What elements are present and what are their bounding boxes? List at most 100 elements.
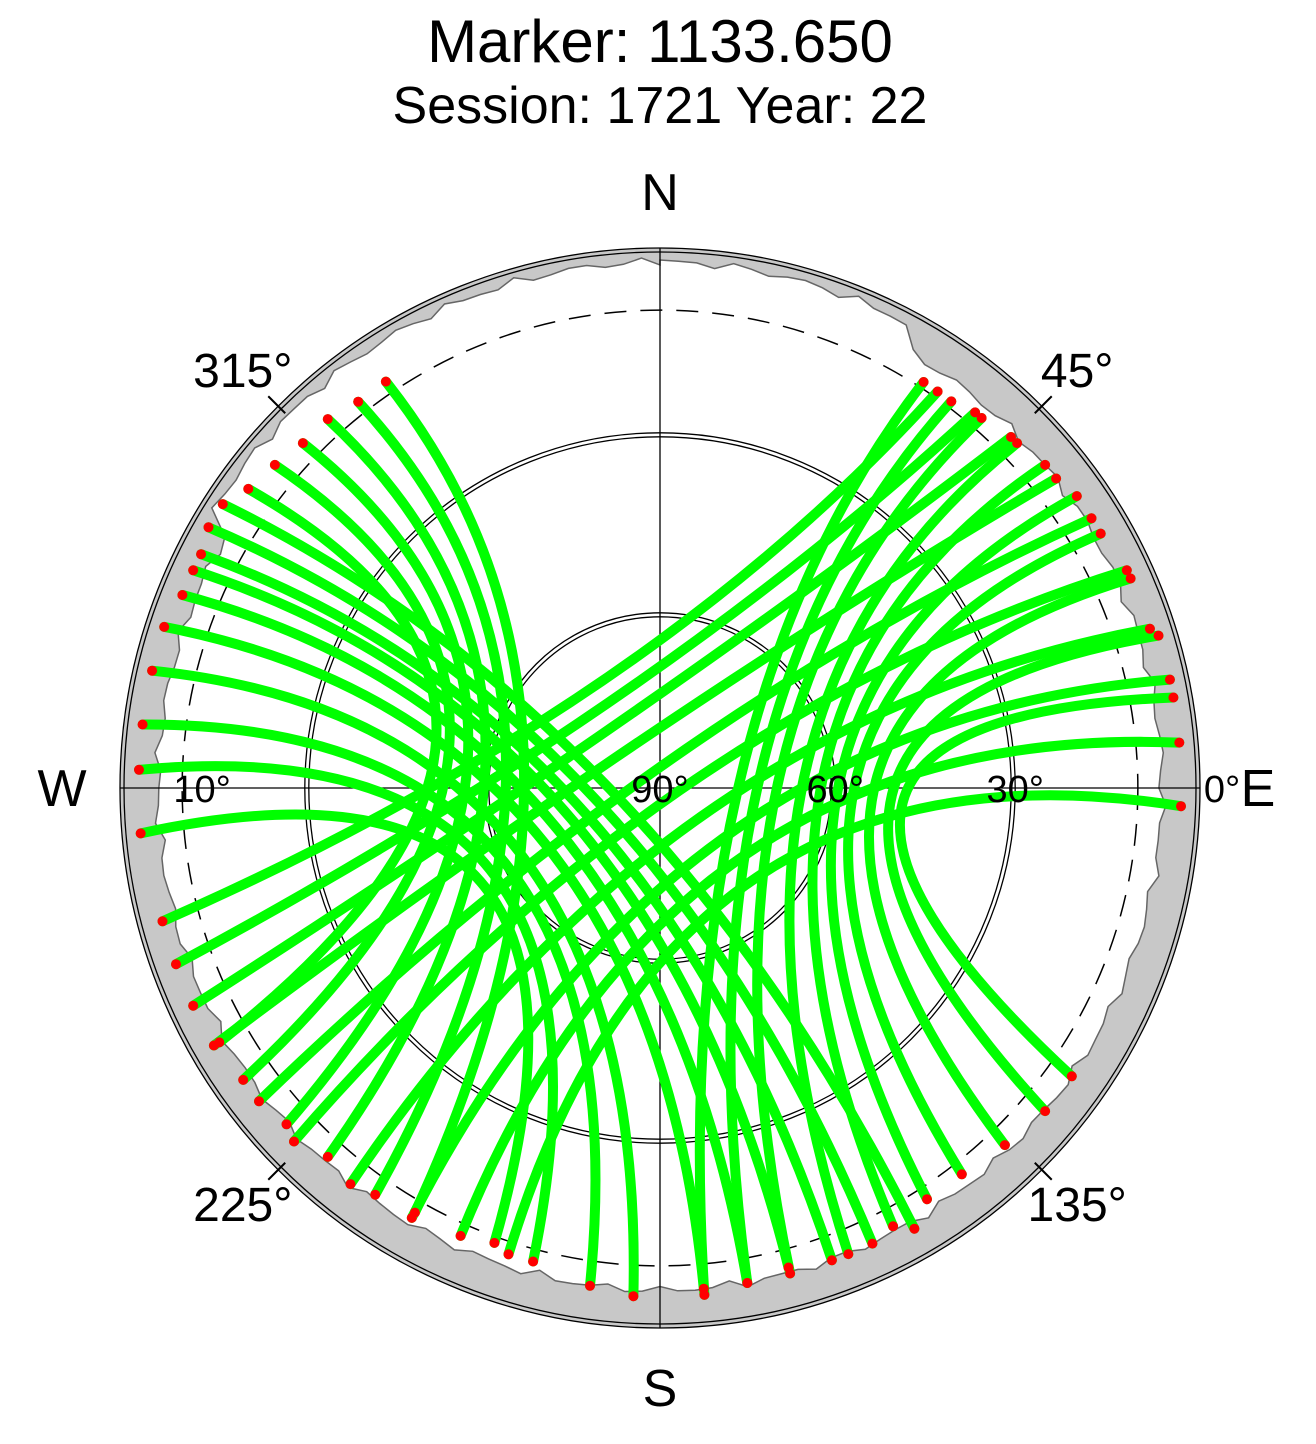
- track-end-13: [281, 1119, 292, 1130]
- track-start-0: [217, 499, 228, 510]
- track-start-4: [177, 590, 188, 600]
- track-end-8: [528, 1256, 539, 1267]
- track-34: [455, 736, 1185, 1241]
- track-start-23: [1125, 573, 1136, 584]
- track-start-2: [196, 549, 207, 560]
- track-35: [503, 790, 1186, 1260]
- track-16: [694, 377, 929, 1300]
- track-start-5: [159, 621, 170, 632]
- track-end-29: [208, 1040, 219, 1051]
- track-start-3: [188, 565, 199, 576]
- track-25: [894, 692, 1179, 1082]
- track-end-33: [406, 1212, 417, 1223]
- track-32: [345, 623, 1155, 1190]
- track-end-27: [171, 959, 181, 970]
- azimuth-label-135: 135°: [1028, 1179, 1127, 1232]
- track-33: [406, 674, 1175, 1223]
- track-start-8: [134, 764, 144, 775]
- track-24: [883, 630, 1164, 1117]
- elevation-label-90: 90°: [631, 769, 688, 811]
- track-end-21: [922, 1194, 932, 1205]
- azimuth-label-315: 315°: [193, 345, 292, 398]
- track-5: [159, 621, 709, 1294]
- track-end-17: [742, 1278, 753, 1288]
- track-end-23: [999, 1140, 1010, 1151]
- track-18: [752, 413, 987, 1279]
- track-start-9: [135, 828, 146, 839]
- track-22: [843, 528, 1106, 1180]
- track-15: [214, 483, 442, 1048]
- track-start-19: [1012, 438, 1023, 449]
- track-end-35: [503, 1249, 514, 1260]
- track-end-32: [345, 1179, 356, 1190]
- track-start-18: [976, 413, 987, 423]
- track-start-15: [243, 483, 254, 494]
- track-0: [217, 499, 920, 1234]
- track-8: [134, 761, 558, 1267]
- track-end-25: [1066, 1071, 1077, 1082]
- track-end-11: [370, 1189, 381, 1200]
- track-start-32: [1144, 623, 1155, 634]
- track-end-6: [628, 1291, 639, 1302]
- azimuth-tick-225: [267, 1162, 286, 1181]
- elevation-label-0: 0°: [1204, 769, 1240, 811]
- track-end-18: [785, 1268, 796, 1279]
- track-end-24: [1040, 1106, 1051, 1117]
- chart-title: Marker: 1133.650: [427, 8, 893, 75]
- track-end-12: [322, 1151, 333, 1162]
- track-start-29: [1051, 473, 1062, 484]
- azimuth-tick-315: [267, 395, 286, 414]
- track-end-20: [888, 1221, 899, 1232]
- track-end-7: [585, 1280, 595, 1291]
- azimuth-label-225: 225°: [193, 1179, 292, 1232]
- track-26: [157, 386, 943, 927]
- track-end-1: [867, 1238, 878, 1249]
- track-4: [177, 590, 753, 1288]
- track-end-22: [956, 1169, 967, 1180]
- track-start-22: [1095, 528, 1106, 539]
- elevation-label-60: 60°: [806, 769, 863, 811]
- track-start-35: [1176, 801, 1186, 812]
- track-start-31: [1121, 565, 1132, 576]
- track-end-30: [254, 1096, 264, 1107]
- track-start-14: [269, 459, 280, 470]
- track-end-14: [238, 1074, 249, 1085]
- track-end-2: [826, 1255, 837, 1266]
- track-start-26: [932, 386, 943, 397]
- track-start-13: [297, 438, 308, 449]
- track-start-16: [918, 377, 929, 387]
- elevation-label-30: 30°: [986, 769, 1043, 811]
- track-start-33: [1164, 674, 1175, 685]
- track-2: [196, 549, 837, 1266]
- track-27: [171, 407, 981, 970]
- track-start-12: [322, 414, 333, 425]
- track-start-7: [137, 719, 148, 730]
- track-3: [188, 565, 794, 1273]
- track-start-6: [147, 665, 158, 676]
- track-start-21: [1071, 491, 1082, 502]
- track-end-34: [455, 1230, 466, 1241]
- track-end-19: [843, 1249, 854, 1260]
- track-end-0: [909, 1223, 920, 1234]
- polar-grid: [119, 247, 1201, 1329]
- track-end-26: [157, 916, 168, 927]
- track-28: [188, 432, 1016, 1011]
- track-31: [289, 565, 1132, 1147]
- track-start-20: [1040, 459, 1051, 470]
- satellite-tracks: [134, 376, 1186, 1302]
- track-14: [238, 459, 455, 1085]
- track-start-1: [203, 522, 214, 533]
- compass-e: E: [1241, 760, 1276, 818]
- track-start-24: [1153, 630, 1164, 641]
- track-30: [254, 513, 1097, 1107]
- track-end-31: [289, 1136, 299, 1147]
- track-21: [825, 491, 1082, 1205]
- track-end-9: [489, 1237, 500, 1248]
- chart-subtitle: Session: 1721 Year: 22: [393, 77, 928, 135]
- track-29: [208, 473, 1062, 1051]
- compass-n: N: [641, 164, 679, 222]
- azimuth-label-45: 45°: [1041, 345, 1114, 398]
- track-end-28: [188, 1000, 199, 1011]
- track-7: [137, 719, 601, 1291]
